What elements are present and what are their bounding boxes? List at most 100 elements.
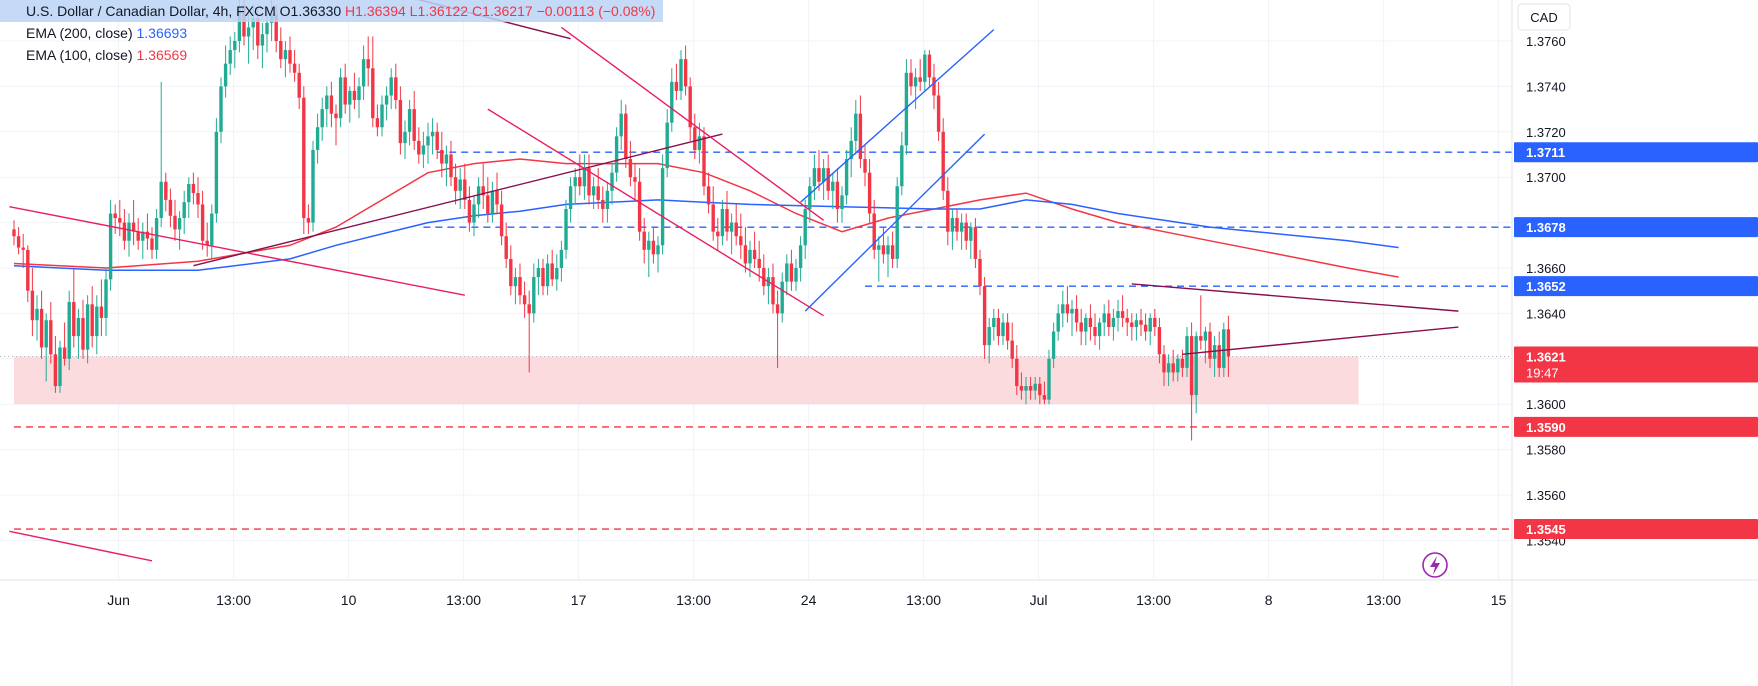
y-tick-label: 1.3580 bbox=[1526, 443, 1566, 458]
candle-up bbox=[904, 72, 909, 146]
candle-up bbox=[573, 177, 577, 187]
candle-down bbox=[435, 131, 439, 150]
candle-up bbox=[430, 131, 435, 137]
candle-up bbox=[670, 81, 674, 123]
candle-up bbox=[320, 109, 324, 128]
candle-down bbox=[863, 159, 867, 173]
candle-up bbox=[1148, 317, 1152, 332]
candle-down bbox=[118, 218, 122, 223]
ema200-line bbox=[13, 199, 1399, 272]
candle-down bbox=[1180, 358, 1185, 368]
candle-up bbox=[720, 208, 725, 237]
y-tick-label: 1.3700 bbox=[1526, 170, 1566, 185]
candle-up bbox=[840, 195, 844, 209]
price-label-1.3711: 1.3711 bbox=[1526, 145, 1565, 160]
candles bbox=[12, 0, 1231, 441]
trendline-6 bbox=[804, 133, 986, 312]
ohlc-high: H1.36394 bbox=[345, 3, 406, 19]
candle-down bbox=[417, 140, 421, 155]
candle-up bbox=[104, 279, 108, 318]
candle-down bbox=[200, 204, 205, 241]
candle-down bbox=[633, 177, 637, 182]
candle-down bbox=[624, 113, 628, 160]
candle-down bbox=[39, 308, 44, 348]
candle-down bbox=[302, 97, 306, 219]
candle-down bbox=[191, 184, 196, 194]
candle-up bbox=[610, 172, 614, 191]
candle-up bbox=[421, 145, 426, 155]
candle-down bbox=[702, 136, 706, 187]
candle-up bbox=[900, 145, 904, 187]
x-tick-label: 8 bbox=[1265, 592, 1273, 608]
candle-up bbox=[357, 86, 361, 101]
countdown-label: 19:47 bbox=[1526, 366, 1559, 381]
candle-down bbox=[596, 186, 600, 200]
candle-down bbox=[375, 118, 380, 128]
candle-down bbox=[150, 238, 154, 250]
candle-down bbox=[279, 41, 283, 60]
candle-up bbox=[854, 113, 858, 141]
candle-up bbox=[95, 306, 99, 337]
candle-up bbox=[1056, 313, 1060, 332]
candle-up bbox=[992, 317, 996, 328]
candle-down bbox=[771, 277, 775, 305]
candle-down bbox=[711, 204, 715, 232]
candle-up bbox=[76, 317, 81, 337]
candle-down bbox=[978, 258, 982, 287]
candle-down bbox=[16, 236, 21, 248]
candle-up bbox=[380, 104, 384, 128]
candle-down bbox=[835, 181, 840, 209]
y-tick-label: 1.3740 bbox=[1526, 79, 1566, 94]
candle-up bbox=[407, 109, 412, 132]
candle-up bbox=[67, 302, 71, 359]
candle-down bbox=[173, 215, 177, 230]
ema200-label: EMA (200, close) bbox=[26, 25, 133, 41]
y-tick-label: 1.3660 bbox=[1526, 261, 1566, 276]
candle-up bbox=[794, 268, 798, 282]
price-label-1.3590: 1.3590 bbox=[1526, 420, 1566, 435]
candle-up bbox=[1176, 358, 1180, 373]
candle-up bbox=[35, 308, 39, 321]
candle-up bbox=[1047, 358, 1051, 400]
candle-up bbox=[1061, 304, 1065, 314]
candle-down bbox=[872, 213, 876, 250]
candle-up bbox=[444, 154, 449, 164]
symbol-title[interactable]: U.S. Dollar / Canadian Dollar, 4h, FXCM bbox=[26, 3, 276, 19]
candle-up bbox=[1033, 383, 1037, 391]
candle-down bbox=[932, 77, 936, 96]
price-label-1.3678: 1.3678 bbox=[1526, 220, 1566, 235]
candle-down bbox=[858, 113, 863, 160]
ema100-value: 1.36569 bbox=[136, 47, 188, 63]
candle-down bbox=[113, 213, 117, 219]
candle-up bbox=[780, 281, 784, 314]
trendlines bbox=[9, 0, 1459, 562]
candle-up bbox=[564, 208, 568, 250]
candle-up bbox=[619, 113, 623, 137]
legend-ema200-row[interactable]: EMA (200, close) 1.36693 bbox=[0, 22, 663, 44]
candle-down bbox=[256, 18, 260, 46]
candle-down bbox=[136, 231, 140, 241]
currency-label[interactable]: CAD bbox=[1530, 10, 1557, 25]
x-tick-label: 17 bbox=[571, 592, 587, 608]
candle-down bbox=[504, 236, 508, 259]
candle-down bbox=[642, 231, 646, 250]
candle-down bbox=[164, 181, 168, 200]
candle-down bbox=[1171, 363, 1175, 373]
candle-down bbox=[99, 306, 104, 318]
candle-down bbox=[306, 218, 311, 223]
candle-up bbox=[555, 268, 559, 280]
candle-up bbox=[1116, 311, 1120, 318]
candle-down bbox=[205, 240, 209, 246]
candle-down bbox=[946, 190, 950, 232]
ema-lines bbox=[13, 158, 1399, 278]
candle-up bbox=[58, 347, 62, 387]
candle-down bbox=[1015, 358, 1019, 387]
candle-up bbox=[697, 136, 702, 150]
candle-down bbox=[62, 347, 67, 359]
legend-ema100-row[interactable]: EMA (100, close) 1.36569 bbox=[0, 44, 663, 66]
candle-down bbox=[366, 59, 370, 69]
candle-up bbox=[283, 50, 288, 60]
candle-down bbox=[1125, 317, 1129, 323]
